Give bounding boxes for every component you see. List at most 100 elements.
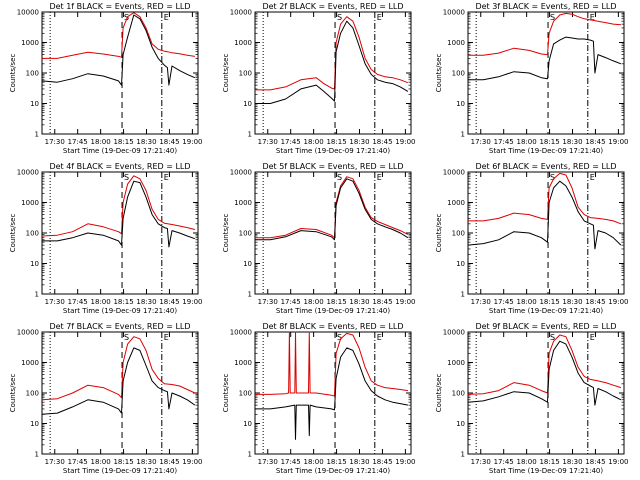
x-tick-label: 17:30 <box>258 458 278 466</box>
x-tick-label: 18:15 <box>113 298 133 306</box>
panel-title: Det 8f BLACK = Events, RED = LLD <box>262 322 403 331</box>
plot-frame <box>467 171 625 295</box>
flare-end-marker: E <box>377 13 382 22</box>
y-tick-label: 10000 <box>17 169 39 177</box>
y-tick-label: 100 <box>239 390 252 398</box>
lld-series-line <box>41 175 196 237</box>
x-tick-label: 18:00 <box>304 298 324 306</box>
x-tick-label: 18:30 <box>136 458 156 466</box>
x-tick-label: 18:30 <box>562 458 582 466</box>
flare-end-marker: E <box>164 173 169 182</box>
x-tick-label: 17:30 <box>471 458 491 466</box>
y-tick-label: 10 <box>243 420 252 428</box>
y-tick-label: 10000 <box>17 329 39 337</box>
flare-start-marker: S <box>124 333 129 342</box>
flare-start-marker: S <box>337 173 342 182</box>
x-tick-label: 18:15 <box>539 458 559 466</box>
x-tick-label: 18:30 <box>349 458 369 466</box>
lld-series-line <box>255 16 409 91</box>
panel-title: Det 2f BLACK = Events, RED = LLD <box>262 2 403 11</box>
x-axis-label: Start Time (19-Dec-09 17:21:40) <box>276 467 390 475</box>
events-series-line <box>255 20 409 104</box>
y-axis-label: Counts/sec <box>9 214 17 253</box>
x-tick-label: 18:30 <box>136 138 156 146</box>
flare-end-marker: E <box>377 173 382 182</box>
x-tick-label: 18:00 <box>304 138 324 146</box>
y-axis-label: Counts/sec <box>9 374 17 413</box>
y-tick-label: 10000 <box>230 9 252 17</box>
x-tick-label: 18:45 <box>372 298 392 306</box>
x-tick-label: 17:45 <box>494 298 514 306</box>
panel-title: Det 4f BLACK = Events, RED = LLD <box>49 162 190 171</box>
x-tick-label: 19:00 <box>395 298 415 306</box>
flare-start-marker: S <box>550 333 555 342</box>
y-tick-label: 1 <box>35 451 39 459</box>
plot-frame <box>467 331 625 455</box>
x-tick-label: 18:00 <box>517 138 537 146</box>
x-tick-label: 19:00 <box>608 138 628 146</box>
x-axis-label: Start Time (19-Dec-09 17:21:40) <box>489 467 603 475</box>
plot-frame <box>254 331 412 455</box>
x-tick-label: 18:00 <box>517 298 537 306</box>
lld-series-line <box>468 172 622 225</box>
panel-title: Det 3f BLACK = Events, RED = LLD <box>475 2 616 11</box>
x-tick-label: 17:30 <box>45 298 65 306</box>
y-tick-label: 1000 <box>447 199 465 207</box>
lld-series-line <box>467 334 622 395</box>
detector-panel-2: Det 2f BLACK = Events, RED = LLD 1 10 100 10… <box>222 2 415 155</box>
x-axis-label: Start Time (19-Dec-09 17:21:40) <box>63 147 177 155</box>
x-tick-label: 18:15 <box>113 458 133 466</box>
y-tick-label: 1 <box>461 291 465 299</box>
y-tick-label: 1 <box>461 131 465 139</box>
flare-end-marker: E <box>590 13 595 22</box>
x-tick-label: 18:45 <box>159 458 179 466</box>
detector-panel-9: Det 9f BLACK = Events, RED = LLD 1 10 100 10… <box>435 322 628 475</box>
y-tick-label: 10 <box>30 420 39 428</box>
y-tick-label: 10000 <box>230 329 252 337</box>
y-axis-label: Counts/sec <box>222 214 230 253</box>
flare-start-marker: S <box>124 13 129 22</box>
y-tick-label: 1000 <box>234 39 252 47</box>
y-tick-label: 1000 <box>447 39 465 47</box>
y-tick-label: 100 <box>452 230 465 238</box>
y-tick-label: 1 <box>248 131 252 139</box>
y-axis-label: Counts/sec <box>435 374 443 413</box>
x-tick-label: 18:45 <box>159 138 179 146</box>
detector-panel-8: Det 8f BLACK = Events, RED = LLD 1 10 100 10… <box>222 322 415 475</box>
x-tick-label: 17:30 <box>471 298 491 306</box>
events-series-line <box>42 180 196 248</box>
x-tick-label: 18:30 <box>349 138 369 146</box>
flare-start-marker: S <box>550 13 555 22</box>
x-tick-label: 18:15 <box>326 458 346 466</box>
panel-title: Det 9f BLACK = Events, RED = LLD <box>475 322 616 331</box>
x-tick-label: 17:30 <box>258 138 278 146</box>
x-tick-label: 18:15 <box>539 138 559 146</box>
x-tick-label: 17:45 <box>281 138 301 146</box>
y-tick-label: 10000 <box>443 169 465 177</box>
events-series-line <box>467 340 622 406</box>
x-tick-label: 18:45 <box>372 458 392 466</box>
y-axis-label: Counts/sec <box>435 214 443 253</box>
events-series-line <box>468 36 622 81</box>
x-tick-label: 19:00 <box>395 138 415 146</box>
x-tick-label: 19:00 <box>608 298 628 306</box>
x-tick-label: 18:45 <box>585 458 605 466</box>
panel-title: Det 6f BLACK = Events, RED = LLD <box>475 162 616 171</box>
y-tick-label: 1000 <box>21 199 39 207</box>
x-tick-label: 19:00 <box>182 298 202 306</box>
x-axis-label: Start Time (19-Dec-09 17:21:40) <box>63 467 177 475</box>
x-tick-label: 17:45 <box>68 138 88 146</box>
y-tick-label: 1000 <box>447 359 465 367</box>
y-tick-label: 1 <box>35 291 39 299</box>
x-tick-label: 18:30 <box>562 298 582 306</box>
events-series-line <box>255 178 409 241</box>
y-tick-label: 100 <box>239 70 252 78</box>
x-tick-label: 19:00 <box>182 138 202 146</box>
x-tick-label: 19:00 <box>395 458 415 466</box>
events-series-line <box>467 180 622 250</box>
y-tick-label: 10000 <box>443 9 465 17</box>
x-tick-label: 18:15 <box>113 138 133 146</box>
y-tick-label: 1 <box>35 131 39 139</box>
detector-panel-5: Det 5f BLACK = Events, RED = LLD 1 10 100 10… <box>222 162 415 315</box>
